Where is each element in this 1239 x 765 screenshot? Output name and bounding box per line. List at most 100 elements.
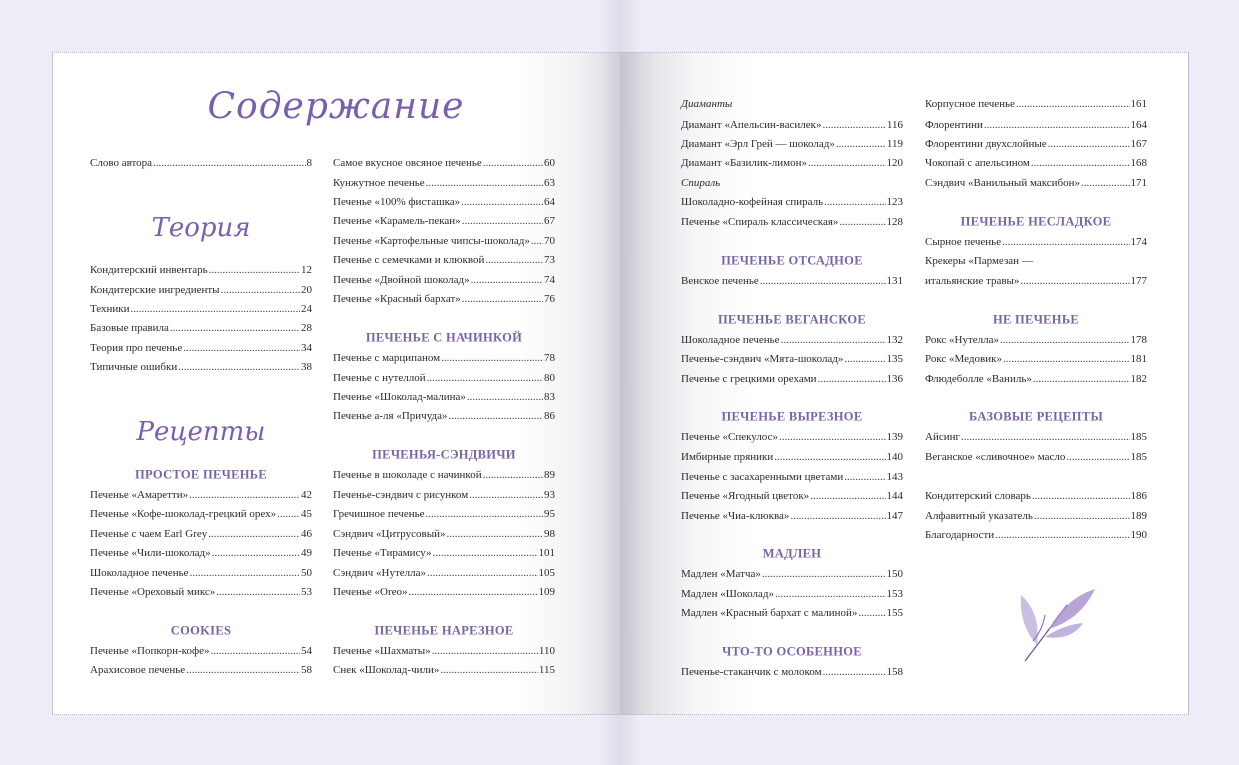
entry-title: Печенье «Двойной шоколад» (333, 274, 470, 286)
toc-entry[interactable]: Печенье «Oreo» 109 (333, 586, 555, 598)
toc-entry[interactable]: Кунжутное печенье 63 (333, 177, 555, 189)
dot-leader (483, 469, 543, 481)
dot-leader (433, 547, 538, 559)
toc-entry[interactable]: Печенье в шоколаде с начинкой 89 (333, 469, 555, 481)
toc-entry[interactable]: Сэндвич «Ванильный максибон» 171 (925, 177, 1147, 189)
toc-entry[interactable]: Мадлен «Красный бархат с малиной» 155 (681, 607, 903, 619)
toc-entry[interactable]: Диамант «Эрл Грей — шоколад» 119 (681, 138, 903, 150)
toc-entry[interactable]: Печенье «Кофе-шоколад-грецкий орех» 45 (90, 508, 312, 520)
entry-title: Печенье с нутеллой (333, 372, 426, 384)
dot-leader (774, 451, 885, 463)
toc-entry[interactable]: Печенье «Амаретти» 42 (90, 489, 312, 501)
toc-entry[interactable]: Печенье «Чили-шоколад» 49 (90, 547, 312, 559)
toc-entry[interactable]: Печенье «Ореховый микс» 53 (90, 586, 312, 598)
toc-entry[interactable]: Печенье «Попкорн-кофе» 54 (90, 645, 312, 657)
toc-entry[interactable]: итальянские травы» 177 (925, 275, 1147, 287)
toc-entry[interactable]: Самое вкусное овсяное печенье 60 (333, 157, 555, 169)
toc-entry[interactable]: Благодарности 190 (925, 529, 1147, 541)
toc-entry[interactable]: Печенье-стаканчик с молоком 158 (681, 666, 903, 678)
toc-entry[interactable]: Гречишное печенье 95 (333, 508, 555, 520)
toc-entry[interactable]: Печенье «Двойной шоколад» 74 (333, 274, 555, 286)
toc-entry[interactable]: Корпусное печенье 161 (925, 98, 1147, 110)
dot-leader (1003, 353, 1130, 365)
toc-entry[interactable]: Кондитерские ингредиенты 20 (90, 284, 312, 296)
entry-title: Айсинг (925, 431, 960, 443)
toc-entry[interactable]: Сырное печенье 174 (925, 236, 1147, 248)
toc-entry[interactable]: Печенье «Ягодный цветок» 144 (681, 490, 903, 502)
toc-entry[interactable]: Шоколадное печенье 50 (90, 567, 312, 579)
toc-entry[interactable]: Венское печенье 131 (681, 275, 903, 287)
entry-page-number: 46 (301, 528, 312, 540)
toc-entry[interactable]: Кондитерский инвентарь 12 (90, 264, 312, 276)
toc-entry[interactable]: Печенье «Карамель-пекан» 67 (333, 215, 555, 227)
toc-entry[interactable]: Печенье «Картофельные чипсы-шоколад» 70 (333, 235, 555, 247)
toc-entry[interactable]: Флорентини двухслойные 167 (925, 138, 1147, 150)
dot-leader (153, 157, 305, 169)
page-title: Содержание (207, 86, 465, 127)
toc-entry[interactable]: Печенье а-ля «Причуда» 86 (333, 410, 555, 422)
toc-entry[interactable]: Кондитерский словарь 186 (925, 490, 1147, 502)
dot-leader (426, 177, 543, 189)
entry-page-number: 58 (301, 664, 312, 676)
entry-page-number: 164 (1130, 119, 1148, 131)
toc-entry[interactable]: Шоколадное печенье 132 (681, 334, 903, 346)
entry-title: Печенье-сэндвич «Мята-шоколад» (681, 353, 844, 365)
entry-title: Имбирные пряники (681, 451, 774, 463)
toc-entry[interactable]: Печенье «Красный бархат» 76 (333, 293, 555, 305)
toc-entry[interactable]: Айсинг 185 (925, 431, 1147, 443)
toc-entry[interactable]: Веганское «сливочное» масло 185 (925, 451, 1147, 463)
toc-entry[interactable]: Печенье-сэндвич с рисунком 93 (333, 489, 555, 501)
toc-entry[interactable]: Мадлен «Матча» 150 (681, 568, 903, 580)
entry-page-number: 101 (538, 547, 556, 559)
toc-entry[interactable]: Печенье «Спираль классическая» 128 (681, 216, 903, 228)
toc-entry[interactable]: Рокс «Медовик» 181 (925, 353, 1147, 365)
toc-entry[interactable]: Печенье с чаем Earl Grey 46 (90, 528, 312, 540)
entry-page-number: 110 (538, 645, 555, 657)
toc-entry[interactable]: Печенье с марципаном 78 (333, 352, 555, 364)
toc-entry[interactable]: Печенье с нутеллой 80 (333, 372, 555, 384)
toc-entry[interactable]: Арахисовое печенье 58 (90, 664, 312, 676)
toc-entry[interactable]: Слово автора 8 (90, 157, 312, 169)
toc-entry[interactable]: Флюдеболле «Ваниль» 182 (925, 373, 1147, 385)
toc-entry[interactable]: Мадлен «Шоколад» 153 (681, 588, 903, 600)
toc-entry[interactable]: Флорентини 164 (925, 119, 1147, 131)
entry-page-number: 50 (301, 567, 312, 579)
dot-leader (961, 431, 1130, 443)
toc-entry[interactable]: Алфавитный указатель 189 (925, 510, 1147, 522)
toc-entry[interactable]: Базовые правила 28 (90, 322, 312, 334)
toc-entry[interactable]: Печенье «Чиа-клюква» 147 (681, 510, 903, 522)
dot-leader (447, 528, 543, 540)
toc-entry[interactable]: Печенье с семечками и клюквой 73 (333, 254, 555, 266)
toc-entry[interactable]: Печенье «Шахматы» 110 (333, 645, 555, 657)
toc-entry[interactable]: Теория про печенье 34 (90, 342, 312, 354)
dot-leader (483, 157, 543, 169)
toc-entry[interactable]: Печенье «100% фисташка» 64 (333, 196, 555, 208)
entry-page-number: 49 (301, 547, 312, 559)
entry-page-number: 63 (544, 177, 555, 189)
toc-entry[interactable]: Чокопай с апельсином 168 (925, 157, 1147, 169)
toc-entry[interactable]: Печенье «Спекулос» 139 (681, 431, 903, 443)
toc-entry[interactable]: Печенье с грецкими орехами 136 (681, 373, 903, 385)
toc-entry[interactable]: Печенье «Шоколад-малина» 83 (333, 391, 555, 403)
toc-entry[interactable]: Снек «Шоколад-чили» 115 (333, 664, 555, 676)
toc-entry[interactable]: Печенье «Тирамису» 101 (333, 547, 555, 559)
entry-title: Печенье а-ля «Причуда» (333, 410, 448, 422)
toc-entry[interactable]: Печенье с засахаренными цветами 143 (681, 471, 903, 483)
toc-entry[interactable]: Типичные ошибки 38 (90, 361, 312, 373)
entry-title: Рокс «Нутелла» (925, 334, 1000, 346)
dot-leader (461, 196, 543, 208)
toc-entry[interactable]: Имбирные пряники 140 (681, 451, 903, 463)
toc-entry[interactable]: Рокс «Нутелла» 178 (925, 334, 1147, 346)
toc-entry[interactable]: Диамант «Апельсин-василек» 116 (681, 119, 903, 131)
toc-entry[interactable]: Техники 24 (90, 303, 312, 315)
toc-entry[interactable]: Печенье-сэндвич «Мята-шоколад» 135 (681, 353, 903, 365)
dot-leader (189, 489, 300, 501)
toc-entry[interactable]: Шоколадно-кофейная спираль 123 (681, 196, 903, 208)
entry-title: Печенье «Ореховый микс» (90, 586, 216, 598)
entry-page-number: 177 (1130, 275, 1148, 287)
entry-title: Печенье-сэндвич с рисунком (333, 489, 469, 501)
toc-entry[interactable]: Диамант «Базилик-лимон» 120 (681, 157, 903, 169)
toc-entry[interactable]: Сэндвич «Нутелла» 105 (333, 567, 555, 579)
toc-entry[interactable]: Сэндвич «Цитрусовый» 98 (333, 528, 555, 540)
entry-page-number: 64 (544, 196, 555, 208)
